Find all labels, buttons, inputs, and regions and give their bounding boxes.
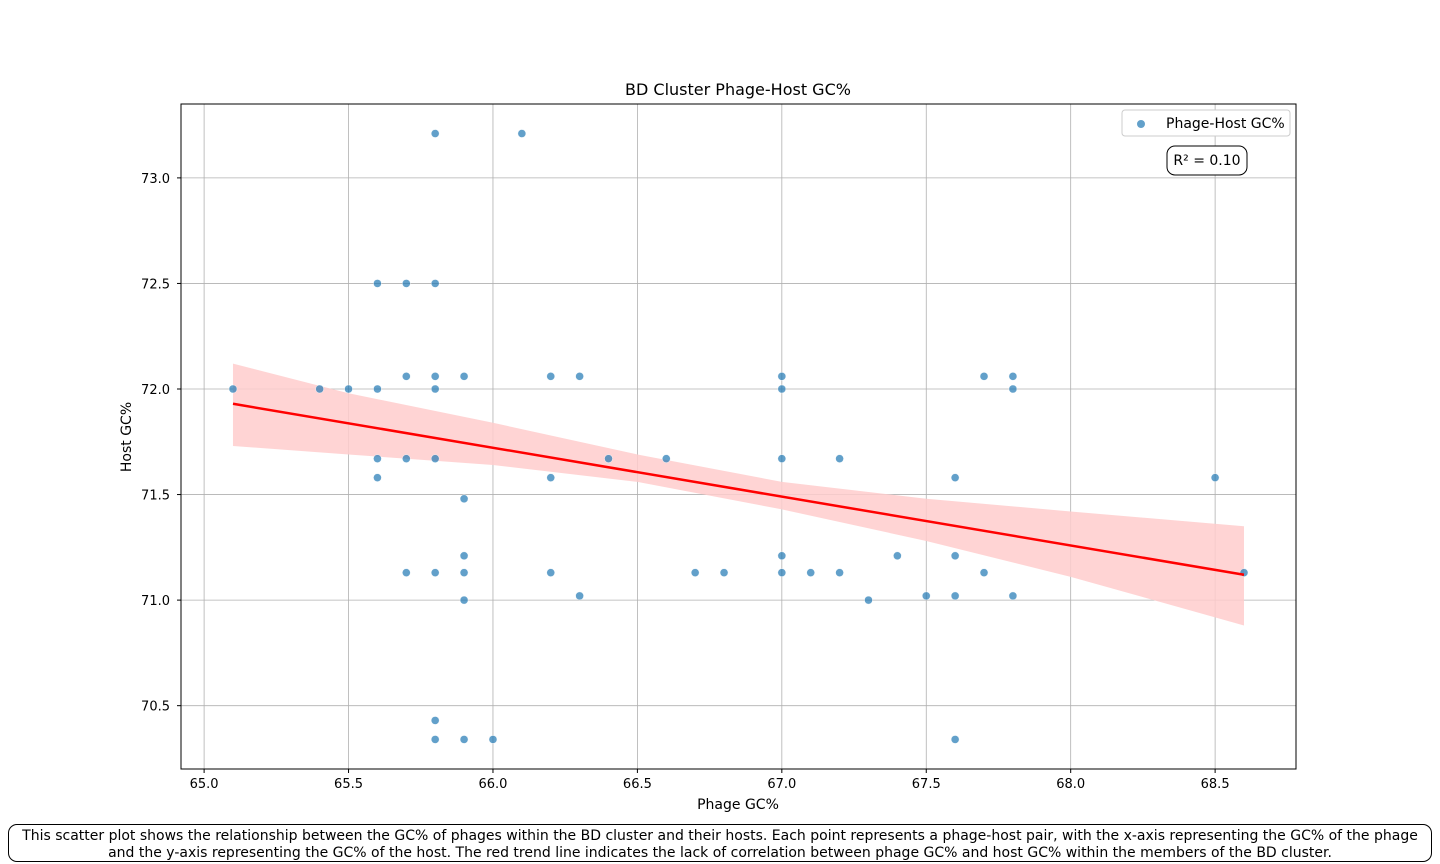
data-point (546, 372, 555, 381)
data-point (777, 551, 787, 560)
data-point (1008, 372, 1018, 381)
data-point (777, 568, 787, 577)
data-point (430, 716, 440, 725)
data-point (719, 568, 729, 577)
data-point (777, 384, 787, 394)
y-tick-label: 71.5 (141, 489, 170, 504)
data-point (835, 568, 844, 577)
data-point (459, 595, 469, 605)
data-point (517, 129, 527, 138)
data-point (373, 279, 382, 288)
scatter-chart: BD Cluster Phage-Host GC% 65.0 65.5 66.0 66… (119, 80, 1297, 813)
data-point (777, 372, 787, 381)
data-point (893, 551, 902, 560)
x-tick-label: 67.5 (912, 777, 941, 792)
data-point (402, 568, 411, 577)
data-point (575, 372, 584, 381)
legend: Phage-Host GC% (1121, 109, 1291, 137)
x-axis-ticks: 65.0 65.5 66.0 66.5 67.0 67.5 68.0 68.5 (190, 769, 1230, 792)
y-tick-label: 70.5 (141, 700, 170, 715)
legend-label: Phage-Host GC% (1166, 116, 1285, 132)
x-tick-label: 68.5 (1201, 777, 1230, 792)
data-point (950, 473, 960, 482)
legend-marker (1137, 120, 1145, 128)
data-point (979, 568, 989, 577)
trend-line-segment (232, 402, 1245, 577)
x-tick-label: 67.0 (767, 777, 796, 792)
data-point (777, 454, 787, 463)
data-point (373, 454, 382, 463)
data-point (315, 384, 324, 394)
data-point (979, 372, 989, 381)
data-point (950, 591, 960, 601)
data-point (344, 384, 353, 394)
data-point (864, 595, 873, 605)
data-point (459, 735, 469, 744)
chart-title: BD Cluster Phage-Host GC% (625, 80, 851, 99)
data-points (228, 129, 1249, 744)
x-tick-label: 68.0 (1056, 777, 1085, 792)
y-axis-ticks: 70.5 71.0 71.5 72.0 72.5 73.0 (141, 172, 181, 715)
data-point (430, 372, 440, 381)
data-point (459, 372, 469, 381)
y-axis-label: Host GC% (119, 402, 135, 472)
data-point (459, 568, 469, 577)
y-tick-label: 72.0 (141, 383, 170, 398)
data-point (430, 735, 440, 744)
data-point (228, 384, 238, 394)
r-squared-text: R² = 0.10 (1173, 153, 1240, 169)
x-tick-label: 65.5 (334, 777, 363, 792)
data-point (662, 454, 671, 463)
confidence-band (232, 363, 1245, 626)
data-point (402, 279, 411, 288)
data-point (1008, 591, 1018, 601)
data-point (459, 551, 469, 560)
y-tick-label: 71.0 (141, 594, 170, 609)
data-point (604, 454, 613, 463)
data-point (430, 279, 440, 288)
data-point (430, 568, 440, 577)
data-point (1210, 473, 1220, 482)
data-point (835, 454, 844, 463)
x-tick-label: 66.5 (623, 777, 652, 792)
data-point (402, 454, 411, 463)
data-point (1008, 384, 1018, 394)
data-point (430, 384, 440, 394)
r-squared-annotation: R² = 0.10 (1166, 145, 1248, 176)
data-point (546, 473, 555, 482)
confidence-band-area (232, 363, 1245, 626)
data-point (430, 454, 440, 463)
data-point (922, 591, 931, 601)
data-point (950, 551, 960, 560)
trend-line (232, 402, 1245, 577)
data-point (430, 129, 440, 138)
x-tick-label: 66.0 (478, 777, 507, 792)
x-axis-label: Phage GC% (697, 797, 779, 813)
x-tick-label: 65.0 (190, 777, 219, 792)
data-point (488, 735, 498, 744)
y-tick-label: 72.5 (141, 277, 170, 292)
data-point (575, 591, 584, 601)
data-point (950, 735, 960, 744)
data-point (806, 568, 815, 577)
data-point (459, 494, 469, 503)
caption-text: This scatter plot shows the relationship… (22, 828, 1418, 861)
caption-box: This scatter plot shows the relationship… (8, 824, 1432, 862)
data-point (373, 473, 382, 482)
legend-box (1121, 109, 1291, 137)
data-point (690, 568, 700, 577)
r-squared-box (1166, 145, 1248, 176)
data-point (546, 568, 555, 577)
grid (181, 104, 1296, 769)
data-point (373, 384, 382, 394)
plot-area-frame (180, 103, 1297, 770)
y-tick-label: 73.0 (141, 172, 170, 187)
data-point (402, 372, 411, 381)
